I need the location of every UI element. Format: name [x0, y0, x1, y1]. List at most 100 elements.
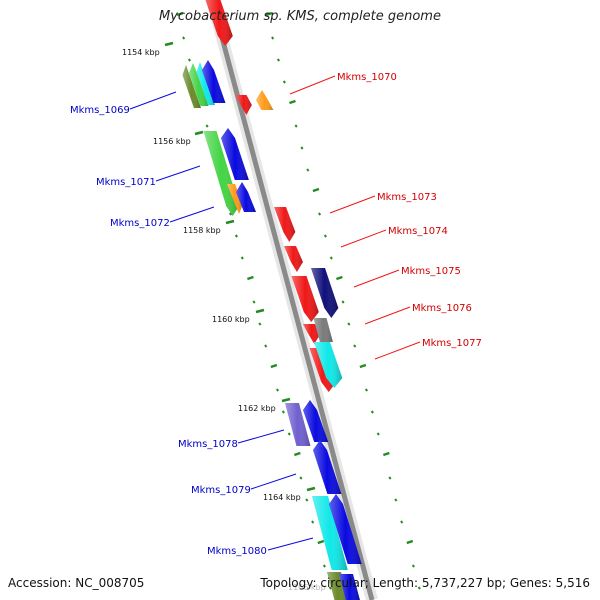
gene-label-mkms-1073[interactable]: Mkms_1073	[377, 192, 437, 203]
tick-mark	[234, 234, 238, 238]
tick-mark	[306, 168, 310, 172]
gene-features	[182, 0, 362, 600]
scale-tick	[225, 219, 235, 225]
gene-arrow-shading	[256, 90, 274, 110]
tick-mark	[258, 322, 262, 326]
tick-mark	[353, 344, 357, 348]
tick-mark	[341, 300, 345, 304]
scale-tick	[281, 397, 291, 403]
topology-text: Topology: circular; Length: 5,737,227 bp…	[260, 576, 590, 590]
tick-mark	[359, 363, 367, 369]
tick-mark	[305, 498, 309, 502]
tick-mark	[299, 476, 303, 480]
scale-label: 1160 kbp	[212, 315, 250, 324]
callout-line	[250, 473, 297, 490]
scale-label: 1166 kbp	[288, 583, 326, 592]
gene-label-mkms-1075[interactable]: Mkms_1075	[401, 266, 461, 277]
tick-mark	[205, 124, 209, 128]
tick-mark	[265, 11, 273, 17]
tick-mark	[406, 539, 414, 545]
scale-label: 1156 kbp	[153, 137, 191, 146]
tick-mark	[329, 256, 333, 260]
gene-label-mkms-1079[interactable]: Mkms_1079	[191, 485, 251, 496]
gene-arrow-shading	[312, 496, 348, 570]
gene-arrow-shading	[227, 184, 243, 214]
gene-arrow-shading	[313, 318, 333, 342]
gene-label-mkms-1072[interactable]: Mkms_1072	[110, 218, 170, 229]
tick-mark	[322, 564, 326, 568]
scale-tick	[164, 41, 174, 47]
label-callouts	[129, 75, 421, 551]
gene-label-mkms-1074[interactable]: Mkms_1074	[388, 226, 448, 237]
scale-label: 1154 kbp	[122, 48, 160, 57]
tick-mark	[282, 80, 286, 84]
tick-mark	[328, 586, 332, 590]
tick-mark	[289, 99, 296, 105]
tick-mark	[400, 520, 404, 524]
gene-arrow-shading	[329, 494, 362, 564]
scale-tick	[194, 130, 204, 136]
gene-arrow-shading	[314, 342, 343, 388]
tick-mark	[271, 36, 275, 40]
tick-mark	[270, 363, 278, 369]
tick-mark	[276, 58, 281, 62]
gene-label-mkms-1077[interactable]: Mkms_1077	[422, 338, 482, 349]
gene-arrow-shading	[182, 65, 201, 108]
gene-arrow-shading	[303, 324, 321, 344]
gene-arrow-shading	[235, 95, 252, 115]
tick-mark	[317, 539, 325, 545]
tick-mark	[182, 36, 186, 40]
callout-line	[267, 537, 314, 551]
gene-arrow-shading	[339, 574, 360, 600]
genome-backbone	[209, 0, 375, 600]
gene-arrow-shading	[284, 246, 303, 272]
gene-arrow-shading	[303, 400, 329, 442]
scale-tick	[306, 486, 316, 492]
tick-mark	[364, 388, 369, 392]
gene-arrow-shading	[202, 60, 226, 103]
callout-line	[169, 206, 215, 223]
tick-mark	[311, 520, 315, 524]
tick-mark	[312, 187, 320, 193]
tick-mark	[275, 388, 280, 392]
gene-arrow-shading	[203, 131, 240, 216]
tick-mark	[388, 476, 392, 480]
callout-line	[353, 269, 400, 288]
gene-label-mkms-1071[interactable]: Mkms_1071	[96, 177, 156, 188]
tick-mark	[287, 432, 291, 436]
tick-mark	[264, 344, 268, 348]
tick-mark	[293, 451, 301, 457]
tick-mark	[417, 586, 421, 590]
tick-mark	[336, 275, 343, 281]
tick-mark	[411, 564, 415, 568]
tick-mark	[281, 410, 285, 414]
tick-mark	[247, 275, 254, 281]
tick-mark	[382, 451, 390, 457]
callout-line	[329, 195, 376, 214]
gene-arrow-shading	[327, 572, 349, 600]
tick-mark	[347, 322, 351, 326]
gene-arrow-shading	[196, 62, 215, 105]
tick-mark	[240, 256, 244, 260]
tick-mark	[300, 146, 304, 150]
gene-label-mkms-1070[interactable]: Mkms_1070	[337, 72, 397, 83]
accession-text: Accession: NC_008705	[8, 576, 145, 590]
callout-line	[155, 165, 201, 182]
scale-label: 1158 kbp	[183, 226, 221, 235]
callout-line	[340, 229, 387, 248]
gene-label-mkms-1080[interactable]: Mkms_1080	[207, 546, 267, 557]
scale-label: 1162 kbp	[238, 404, 276, 413]
gene-arrow-shading	[205, 0, 233, 46]
gene-label-mkms-1076[interactable]: Mkms_1076	[412, 303, 472, 314]
tick-mark	[252, 300, 256, 304]
gene-label-mkms-1069[interactable]: Mkms_1069	[70, 105, 130, 116]
tick-mark	[323, 234, 327, 238]
tick-mark	[229, 212, 233, 216]
callout-line	[374, 341, 421, 360]
gene-label-mkms-1078[interactable]: Mkms_1078	[178, 439, 238, 450]
callout-line	[289, 75, 336, 95]
gene-arrow-shading	[291, 276, 319, 322]
callout-line	[129, 91, 177, 110]
gene-arrow-shading	[236, 182, 256, 212]
